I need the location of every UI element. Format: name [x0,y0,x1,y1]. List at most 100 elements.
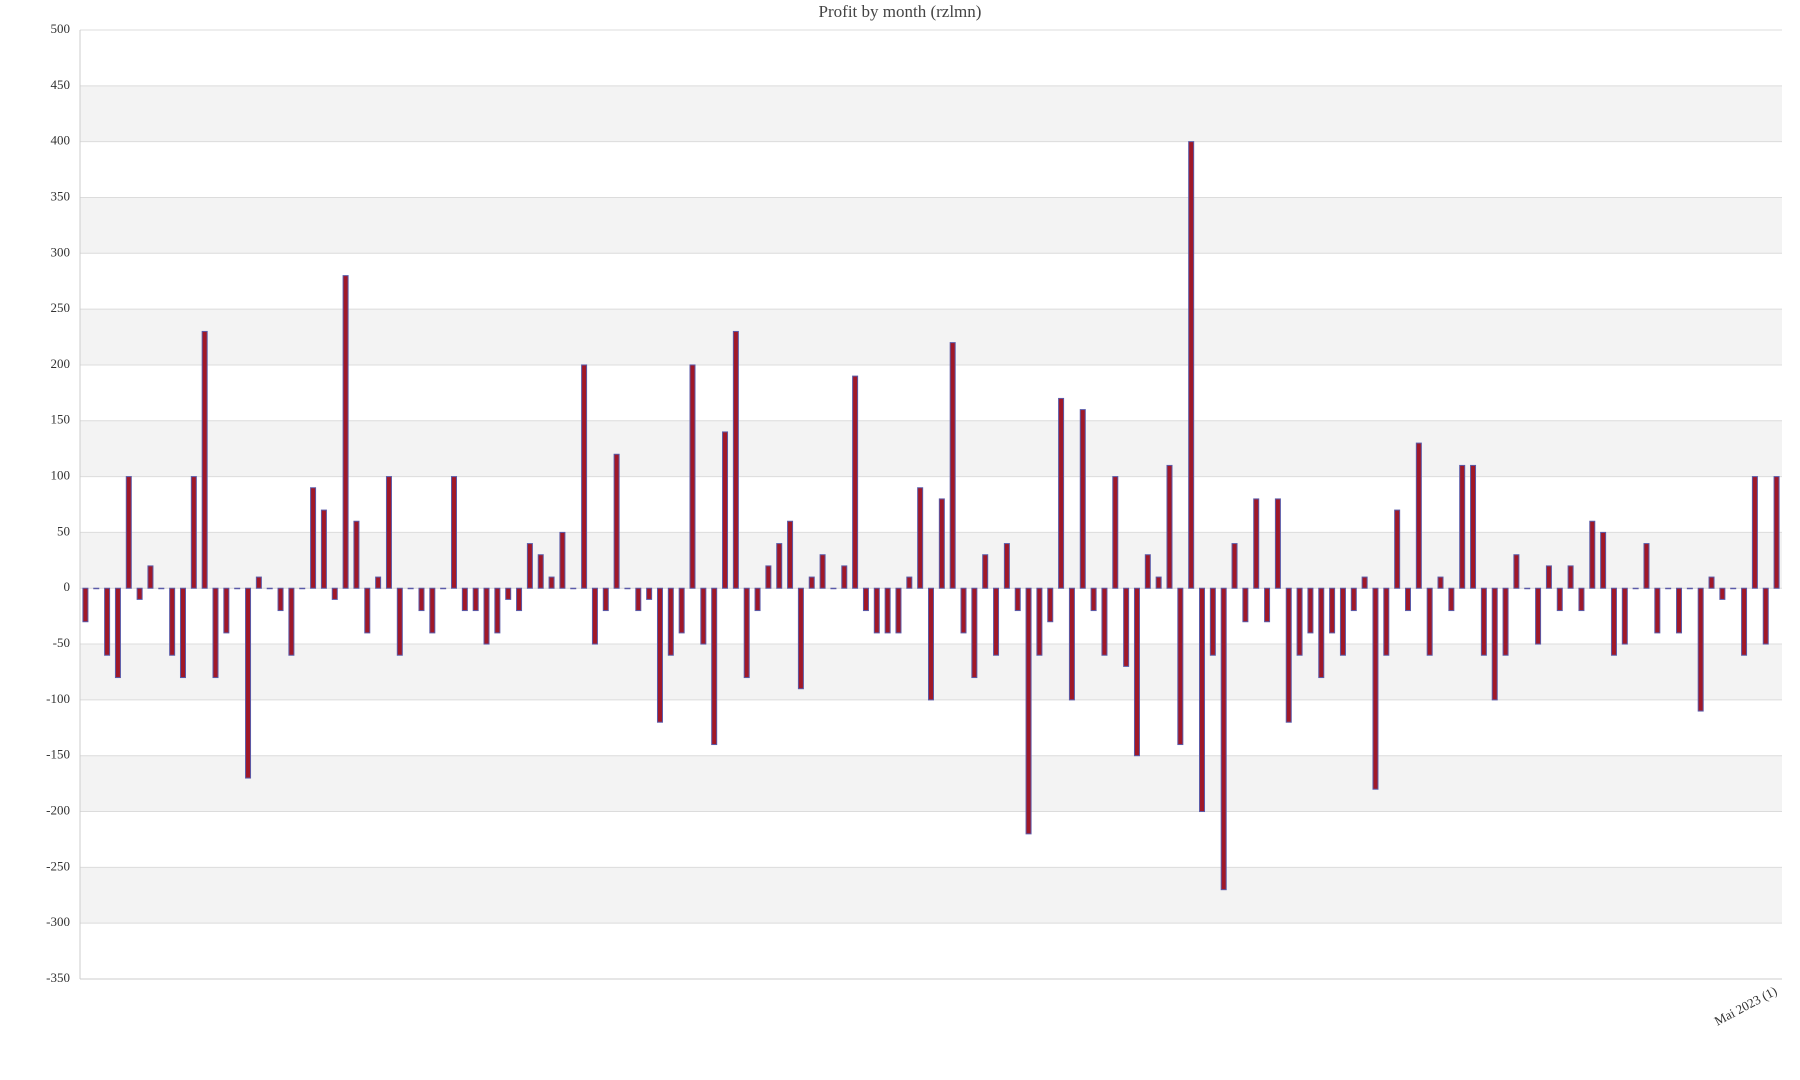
bar [1285,587,1292,723]
bar [1003,543,1010,589]
bar [689,364,696,589]
bar [429,587,436,634]
bar [277,587,284,612]
bar [1068,587,1075,701]
bar [1199,587,1206,813]
bar [1329,587,1336,634]
bar [678,587,685,634]
bar [1751,476,1758,589]
bar [1665,587,1672,590]
bar [1567,565,1574,589]
y-tick-label: -150 [46,747,70,762]
bar [505,587,512,600]
bar [852,375,859,589]
bar [1101,587,1108,656]
grid-band [80,755,1782,812]
bar [949,342,956,589]
bar [1686,587,1693,590]
bar [320,509,327,589]
bar [1025,587,1032,835]
bar [1502,587,1509,656]
bar [1090,587,1097,612]
bar [1166,464,1173,589]
y-tick-label: -300 [46,914,70,929]
chart-title: Profit by month (rzlmn) [819,2,982,21]
bar [1079,409,1086,589]
bar [1318,587,1325,679]
bar [830,587,837,590]
bar [1643,543,1650,589]
bar [646,587,653,600]
bar [375,576,382,589]
bar [114,587,121,679]
bar [234,587,241,590]
bar [179,587,186,679]
bar [342,275,349,589]
bar [656,587,663,723]
bar [1480,587,1487,656]
grid-band [80,867,1782,924]
y-tick-label: 450 [51,77,71,92]
bar [862,587,869,612]
y-tick-label: 250 [51,300,71,315]
y-tick-label: 200 [51,356,71,371]
bar [711,587,718,746]
bar [722,431,729,589]
bar [396,587,403,656]
y-tick-label: -50 [53,635,70,650]
bar [1621,587,1628,645]
bar [906,576,913,589]
bar [797,587,804,690]
bar [1708,576,1715,589]
bar [1155,576,1162,589]
bar [548,576,555,589]
bar [895,587,902,634]
bar [1209,587,1216,656]
y-tick-label: 500 [51,21,71,36]
bar [1448,587,1455,612]
bar [125,476,132,589]
y-tick-label: -100 [46,691,70,706]
bar [82,587,89,623]
bar [1762,587,1769,645]
bar [1242,587,1249,623]
bar [1253,498,1260,589]
bar [483,587,490,645]
bar [288,587,295,656]
bar [993,587,1000,656]
bar [461,587,468,612]
bar [873,587,880,634]
bar [819,554,826,589]
bar [1730,587,1737,590]
bar [743,587,750,679]
bar [1556,587,1563,612]
bar [537,554,544,589]
bar [364,587,371,634]
bar [1491,587,1498,701]
bar [245,587,252,779]
bar [1036,587,1043,656]
bar [1415,442,1422,589]
bar [787,520,794,589]
grid-band [80,309,1782,365]
bar [407,587,414,590]
bar [960,587,967,634]
bar [1610,587,1617,656]
bar [1231,543,1238,589]
bar [1459,464,1466,589]
bar [255,576,262,589]
y-tick-label: -250 [46,858,70,873]
bar [353,520,360,589]
bar [223,587,230,634]
bar [624,587,631,590]
bar [1741,587,1748,656]
bar [1437,576,1444,589]
y-tick-label: 400 [51,133,71,148]
bar [570,587,577,590]
bar [1470,464,1477,589]
bar [136,587,143,600]
bar [1144,554,1151,589]
bar [472,587,479,612]
bar [169,587,176,656]
